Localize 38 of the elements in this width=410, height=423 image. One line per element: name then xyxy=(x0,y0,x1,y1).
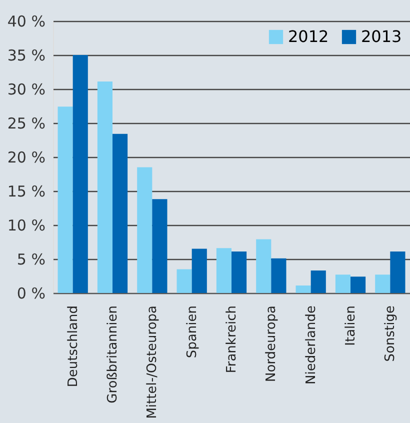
bar xyxy=(375,274,390,293)
bar xyxy=(335,274,350,293)
y-tick-label: 40 % xyxy=(7,12,46,30)
bar xyxy=(112,134,128,293)
bar xyxy=(58,106,73,293)
x-tick-label: Italien xyxy=(344,306,358,346)
x-tick-label: Mittel-/Osteuropa xyxy=(145,306,160,419)
y-tick-label: 0 % xyxy=(16,284,46,302)
bar xyxy=(192,248,207,293)
x-tick-label: Spanien xyxy=(184,306,200,358)
bar xyxy=(216,248,232,293)
x-tick-label: Deutschland xyxy=(66,306,81,388)
y-tick-label: 35 % xyxy=(7,46,46,64)
bar xyxy=(390,252,406,293)
bar xyxy=(310,270,326,293)
y-tick-label: 30 % xyxy=(7,80,46,98)
bar xyxy=(97,82,112,293)
bar xyxy=(232,252,247,293)
x-tick-label: Nordeuropa xyxy=(264,306,280,382)
x-tick-label: Sonstige xyxy=(383,306,398,362)
legend-label: 2012 xyxy=(288,27,329,46)
bar xyxy=(176,269,192,293)
y-tick-label: 15 % xyxy=(7,182,46,200)
bar xyxy=(256,239,272,293)
y-tick-label: 25 % xyxy=(7,114,46,132)
bar xyxy=(271,258,286,293)
x-tick-label: Niederlande xyxy=(304,306,319,384)
bar xyxy=(350,276,366,293)
x-tick-label: Frankreich xyxy=(224,306,240,374)
bar xyxy=(296,286,311,293)
bar xyxy=(72,55,88,293)
legend-label: 2013 xyxy=(361,27,402,46)
bar xyxy=(152,199,168,293)
bar xyxy=(137,167,152,293)
y-tick-label: 5 % xyxy=(16,250,46,268)
y-tick-label: 20 % xyxy=(7,148,46,166)
x-tick-label: Großbritannien xyxy=(106,306,120,404)
y-tick-label: 10 % xyxy=(7,216,46,234)
